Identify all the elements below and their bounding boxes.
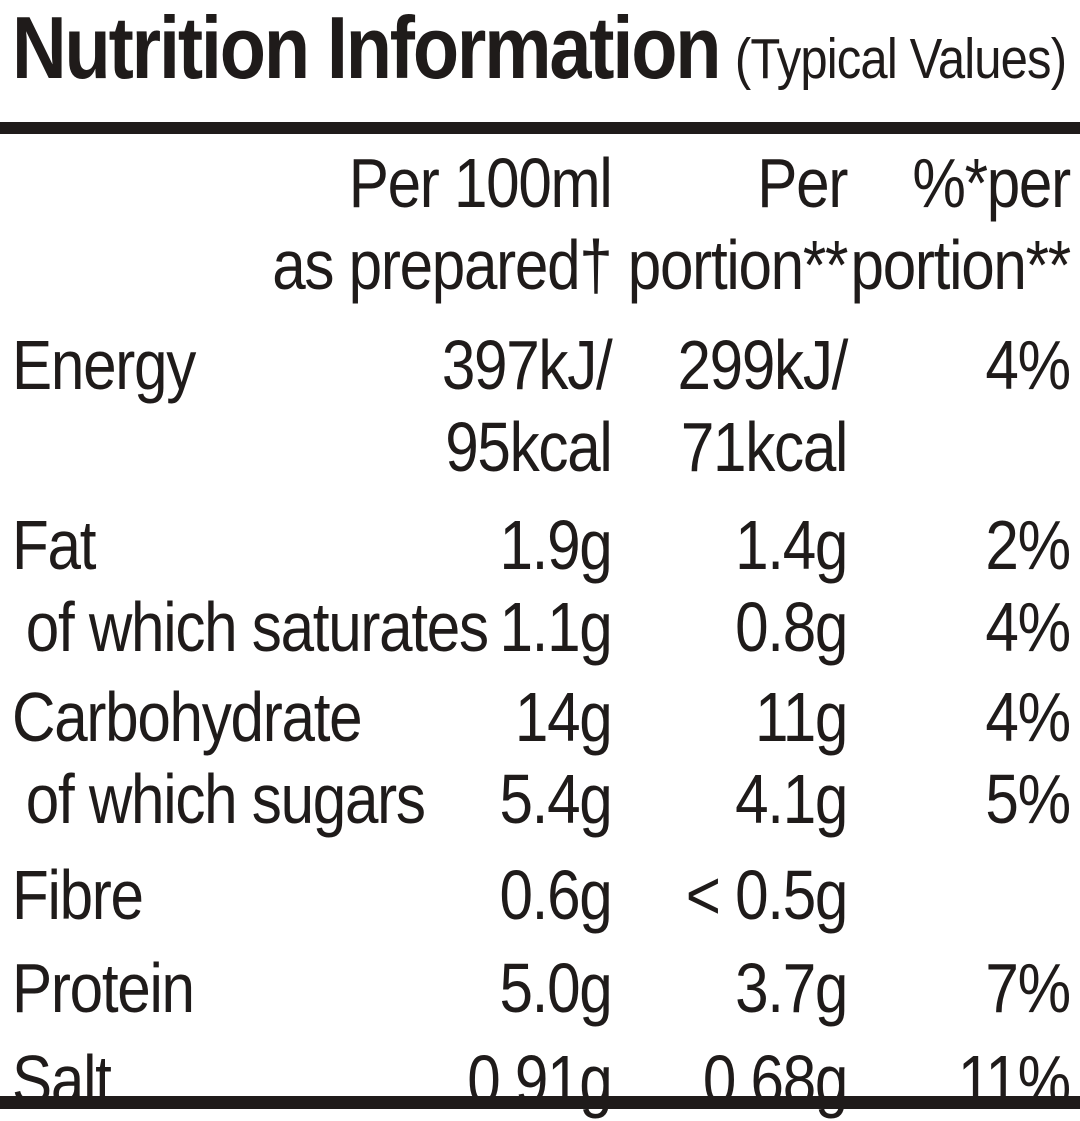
table-row-saturates: of which saturates 1.1g 0.8g 4% <box>0 586 1071 668</box>
value-per-portion: 0.8g <box>735 588 848 666</box>
bottom-divider <box>0 1096 1080 1109</box>
value-per-100ml: 14g <box>514 678 613 756</box>
value-percent-per-portion: 2% <box>985 506 1071 584</box>
table-row-carbohydrate: Carbohydrate 14g 11g 4% <box>0 668 1071 758</box>
nutrient-name: Protein <box>12 949 195 1027</box>
nutrition-table: Per 100ml as prepared† Per portion** %*p… <box>0 142 1072 1121</box>
value-per-100ml: 5.0g <box>499 949 612 1027</box>
value-percent-per-portion: 7% <box>985 949 1071 1027</box>
value-percent-per-portion <box>847 840 1070 936</box>
value-per-portion: 11g <box>754 678 848 756</box>
value-per-portion: < 0.5g <box>685 856 849 934</box>
value-percent-per-portion: 4% <box>985 588 1071 666</box>
label-header: Nutrition Information (Typical Values) <box>0 0 1080 120</box>
table-row-sugars: of which sugars 5.4g 4.1g 5% <box>0 758 1071 840</box>
table-row-fat: Fat 1.9g 1.4g 2% <box>0 488 1071 586</box>
value-per-portion: 299kJ/ 71kcal <box>677 326 848 486</box>
col-header-per-portion: Per portion** <box>627 144 849 304</box>
table-row-protein: Protein 5.0g 3.7g 7% <box>0 936 1071 1029</box>
col-header-per-100ml: Per 100ml as prepared† <box>272 144 613 304</box>
nutrient-name: Fibre <box>12 856 144 934</box>
nutrient-name: of which saturates <box>25 588 489 666</box>
value-per-100ml: 0.6g <box>499 856 612 934</box>
nutrient-name: Energy <box>12 326 196 404</box>
value-per-100ml: 1.1g <box>499 588 612 666</box>
nutrient-name: Fat <box>12 506 96 584</box>
top-divider <box>0 122 1080 134</box>
value-per-portion: 3.7g <box>735 949 848 1027</box>
value-per-100ml: 5.4g <box>499 760 612 838</box>
label-subtitle: (Typical Values) <box>734 27 1067 91</box>
label-title: Nutrition Information <box>12 0 721 97</box>
col-header-percent-per-portion: %*per portion** <box>850 144 1072 304</box>
table-row-energy: Energy 397kJ/ 95kcal 299kJ/ 71kcal 4% <box>0 306 1071 488</box>
table-header-row: Per 100ml as prepared† Per portion** %*p… <box>0 142 1072 306</box>
value-per-100ml: 1.9g <box>499 506 612 584</box>
nutrient-name: of which sugars <box>25 760 426 838</box>
value-percent-per-portion: 5% <box>985 760 1071 838</box>
value-per-100ml: 397kJ/ 95kcal <box>441 326 613 486</box>
nutrient-name: Carbohydrate <box>12 678 363 756</box>
value-per-portion: 4.1g <box>735 760 848 838</box>
table-row-fibre: Fibre 0.6g < 0.5g <box>0 840 1070 936</box>
value-percent-per-portion: 4% <box>985 326 1071 404</box>
value-percent-per-portion: 4% <box>985 678 1071 756</box>
value-per-portion: 1.4g <box>735 506 848 584</box>
